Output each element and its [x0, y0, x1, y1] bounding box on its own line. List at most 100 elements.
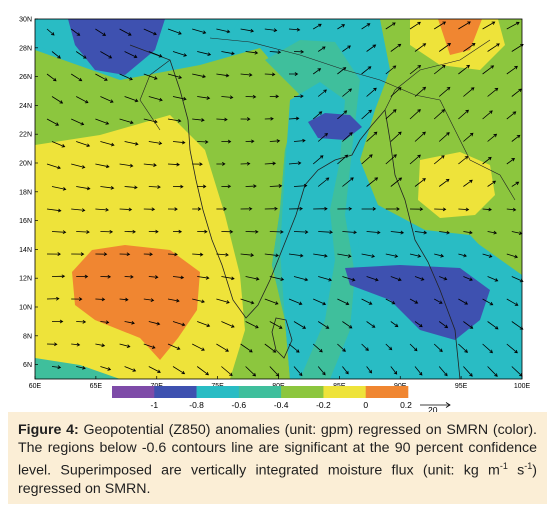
flux-vector: [148, 229, 159, 234]
lat-tick-label: 22N: [19, 132, 32, 139]
flux-vector: [313, 253, 328, 258]
flux-vector: [143, 163, 157, 167]
flux-vector: [192, 298, 205, 304]
flux-vector: [95, 343, 106, 348]
flux-vector: [463, 132, 474, 142]
flux-vector: [167, 252, 178, 257]
flux-vector: [390, 43, 402, 52]
flux-vector: [269, 276, 285, 281]
reference-vector: 20: [420, 402, 451, 412]
flux-vector: [245, 321, 259, 329]
flux-vector: [197, 51, 212, 56]
flux-vector: [143, 118, 158, 124]
flux-vector: [51, 96, 64, 104]
flux-vector: [143, 73, 158, 80]
colorbar-label: 0: [363, 400, 368, 410]
flux-vector: [293, 366, 303, 377]
flux-vector: [71, 163, 86, 169]
flux-vector: [51, 230, 67, 235]
flux-vector: [482, 156, 492, 165]
flux-vector: [75, 51, 87, 59]
flux-vector: [438, 43, 452, 52]
caption-label: Figure 4:: [18, 422, 79, 438]
flux-vector: [342, 230, 357, 235]
flux-vector: [143, 207, 156, 212]
flux-vector: [313, 206, 328, 211]
flux-vector: [414, 276, 425, 281]
flux-vector: [216, 343, 229, 352]
flux-vector: [337, 110, 348, 120]
flux-vector: [167, 298, 180, 303]
flux-vector: [361, 253, 376, 258]
flux-vector: [342, 132, 353, 142]
flux-vector: [482, 253, 493, 258]
flux-vector: [70, 73, 83, 82]
flux-vector: [487, 87, 499, 97]
flux-vector: [366, 230, 381, 235]
flux-vector: [487, 230, 498, 235]
flux-vector: [71, 252, 85, 256]
flux-vector: [124, 96, 139, 103]
flux-vector: [95, 118, 110, 125]
flux-vector: [506, 158, 516, 165]
flux-vector: [361, 343, 369, 351]
flux-vector: [318, 230, 333, 235]
contour-fill-layer: [35, 19, 522, 379]
flux-vector: [337, 154, 349, 165]
flux-vector: [482, 343, 493, 354]
flux-vector: [264, 206, 278, 211]
colorbar-swatch: [281, 386, 324, 398]
flux-vector: [463, 179, 473, 187]
flux-vector: [221, 229, 234, 234]
flux-vector: [216, 117, 228, 122]
flux-vector: [438, 178, 450, 187]
flux-vector: [482, 21, 496, 30]
flux-vector: [46, 296, 60, 301]
flux-vector: [293, 321, 307, 329]
colorbar-swatch: [365, 386, 409, 398]
flux-vector: [361, 109, 372, 120]
flux-vector: [361, 298, 373, 305]
flux-vector: [269, 94, 280, 99]
flux-vector: [366, 276, 379, 282]
flux-vector: [433, 64, 446, 75]
flux-vector: [264, 343, 277, 353]
flux-vector: [216, 73, 230, 78]
flux-vector: [434, 298, 443, 304]
flux-vector: [46, 208, 62, 213]
flux-vector: [172, 184, 184, 189]
flux-vector: [409, 207, 424, 212]
flux-vector: [293, 230, 309, 234]
flux-vector: [366, 87, 377, 97]
coastline-india: [129, 44, 461, 379]
flux-vector: [293, 138, 306, 143]
flux-vector: [51, 186, 67, 191]
flux-vector: [264, 161, 277, 166]
flux-vector: [124, 51, 138, 59]
lat-tick-label: 28N: [19, 45, 32, 52]
map-figure: 30N 28N 26N 24N 22N 20N 18N 16N 14N 12N 10N 8N 6N 60…: [19, 17, 530, 413]
flux-vector: [409, 253, 422, 258]
flux-vector: [95, 252, 108, 257]
lat-tick-label: 6N: [23, 362, 32, 369]
flux-vector: [46, 342, 58, 347]
flux-vector: [192, 343, 205, 351]
flux-vector: [100, 229, 114, 234]
flux-vector: [167, 343, 181, 350]
flux-vector: [216, 207, 227, 211]
colorbar-label: -0.6: [232, 400, 247, 410]
flux-vector: [458, 253, 467, 258]
flux-vector: [317, 366, 326, 376]
flux-vector: [366, 131, 378, 142]
flux-vector: [119, 297, 129, 302]
flux-vector: [100, 96, 114, 103]
flux-vector: [312, 155, 324, 165]
flux-vector: [119, 118, 134, 125]
flux-vector: [269, 366, 280, 377]
flux-vector: [317, 46, 326, 52]
flux-vector: [293, 276, 309, 282]
flux-vector: [192, 28, 207, 35]
flux-vector: [172, 51, 188, 57]
flux-vector: [458, 343, 468, 353]
flux-vector: [433, 21, 447, 30]
